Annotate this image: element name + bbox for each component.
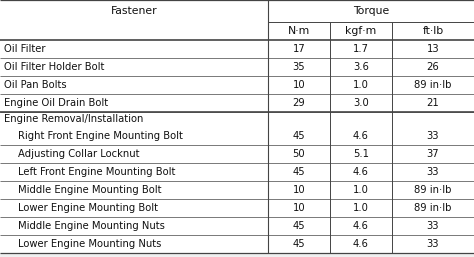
Text: 29: 29 — [292, 98, 305, 108]
Text: 50: 50 — [292, 149, 305, 159]
Text: 33: 33 — [427, 167, 439, 177]
Text: 10: 10 — [292, 185, 305, 195]
Text: 33: 33 — [427, 131, 439, 141]
Text: 33: 33 — [427, 221, 439, 231]
Text: Lower Engine Mounting Bolt: Lower Engine Mounting Bolt — [18, 203, 158, 213]
Text: Adjusting Collar Locknut: Adjusting Collar Locknut — [18, 149, 139, 159]
Text: 45: 45 — [292, 239, 305, 249]
Text: ft·lb: ft·lb — [422, 26, 444, 36]
Text: 26: 26 — [427, 62, 439, 72]
Text: 1.0: 1.0 — [353, 203, 369, 213]
Text: 21: 21 — [427, 98, 439, 108]
Text: kgf·m: kgf·m — [346, 26, 377, 36]
Text: 5.1: 5.1 — [353, 149, 369, 159]
Text: 4.6: 4.6 — [353, 239, 369, 249]
Text: 4.6: 4.6 — [353, 131, 369, 141]
Text: Right Front Engine Mounting Bolt: Right Front Engine Mounting Bolt — [18, 131, 183, 141]
Text: 13: 13 — [427, 44, 439, 54]
Text: Oil Filter Holder Bolt: Oil Filter Holder Bolt — [4, 62, 104, 72]
Text: 1.0: 1.0 — [353, 185, 369, 195]
Text: 1.7: 1.7 — [353, 44, 369, 54]
Text: N·m: N·m — [288, 26, 310, 36]
Text: Engine Removal/Installation: Engine Removal/Installation — [4, 115, 143, 124]
Text: Oil Pan Bolts: Oil Pan Bolts — [4, 80, 67, 90]
Text: 45: 45 — [292, 167, 305, 177]
Text: 3.0: 3.0 — [353, 98, 369, 108]
Text: 1.0: 1.0 — [353, 80, 369, 90]
Text: Left Front Engine Mounting Bolt: Left Front Engine Mounting Bolt — [18, 167, 175, 177]
Text: Oil Filter: Oil Filter — [4, 44, 46, 54]
Text: 35: 35 — [292, 62, 305, 72]
Text: 17: 17 — [292, 44, 305, 54]
Text: 45: 45 — [292, 131, 305, 141]
Text: Middle Engine Mounting Bolt: Middle Engine Mounting Bolt — [18, 185, 162, 195]
Text: 3.6: 3.6 — [353, 62, 369, 72]
Text: 33: 33 — [427, 239, 439, 249]
Text: 4.6: 4.6 — [353, 221, 369, 231]
Text: 10: 10 — [292, 80, 305, 90]
Text: Torque: Torque — [353, 6, 389, 16]
Text: 45: 45 — [292, 221, 305, 231]
Text: Lower Engine Mounting Nuts: Lower Engine Mounting Nuts — [18, 239, 161, 249]
Text: Middle Engine Mounting Nuts: Middle Engine Mounting Nuts — [18, 221, 165, 231]
Text: 89 in·lb: 89 in·lb — [414, 185, 452, 195]
Text: Engine Oil Drain Bolt: Engine Oil Drain Bolt — [4, 98, 108, 108]
Text: 4.6: 4.6 — [353, 167, 369, 177]
Text: 10: 10 — [292, 203, 305, 213]
Text: 89 in·lb: 89 in·lb — [414, 80, 452, 90]
Text: 37: 37 — [427, 149, 439, 159]
Text: Fastener: Fastener — [111, 6, 157, 16]
Text: 89 in·lb: 89 in·lb — [414, 203, 452, 213]
